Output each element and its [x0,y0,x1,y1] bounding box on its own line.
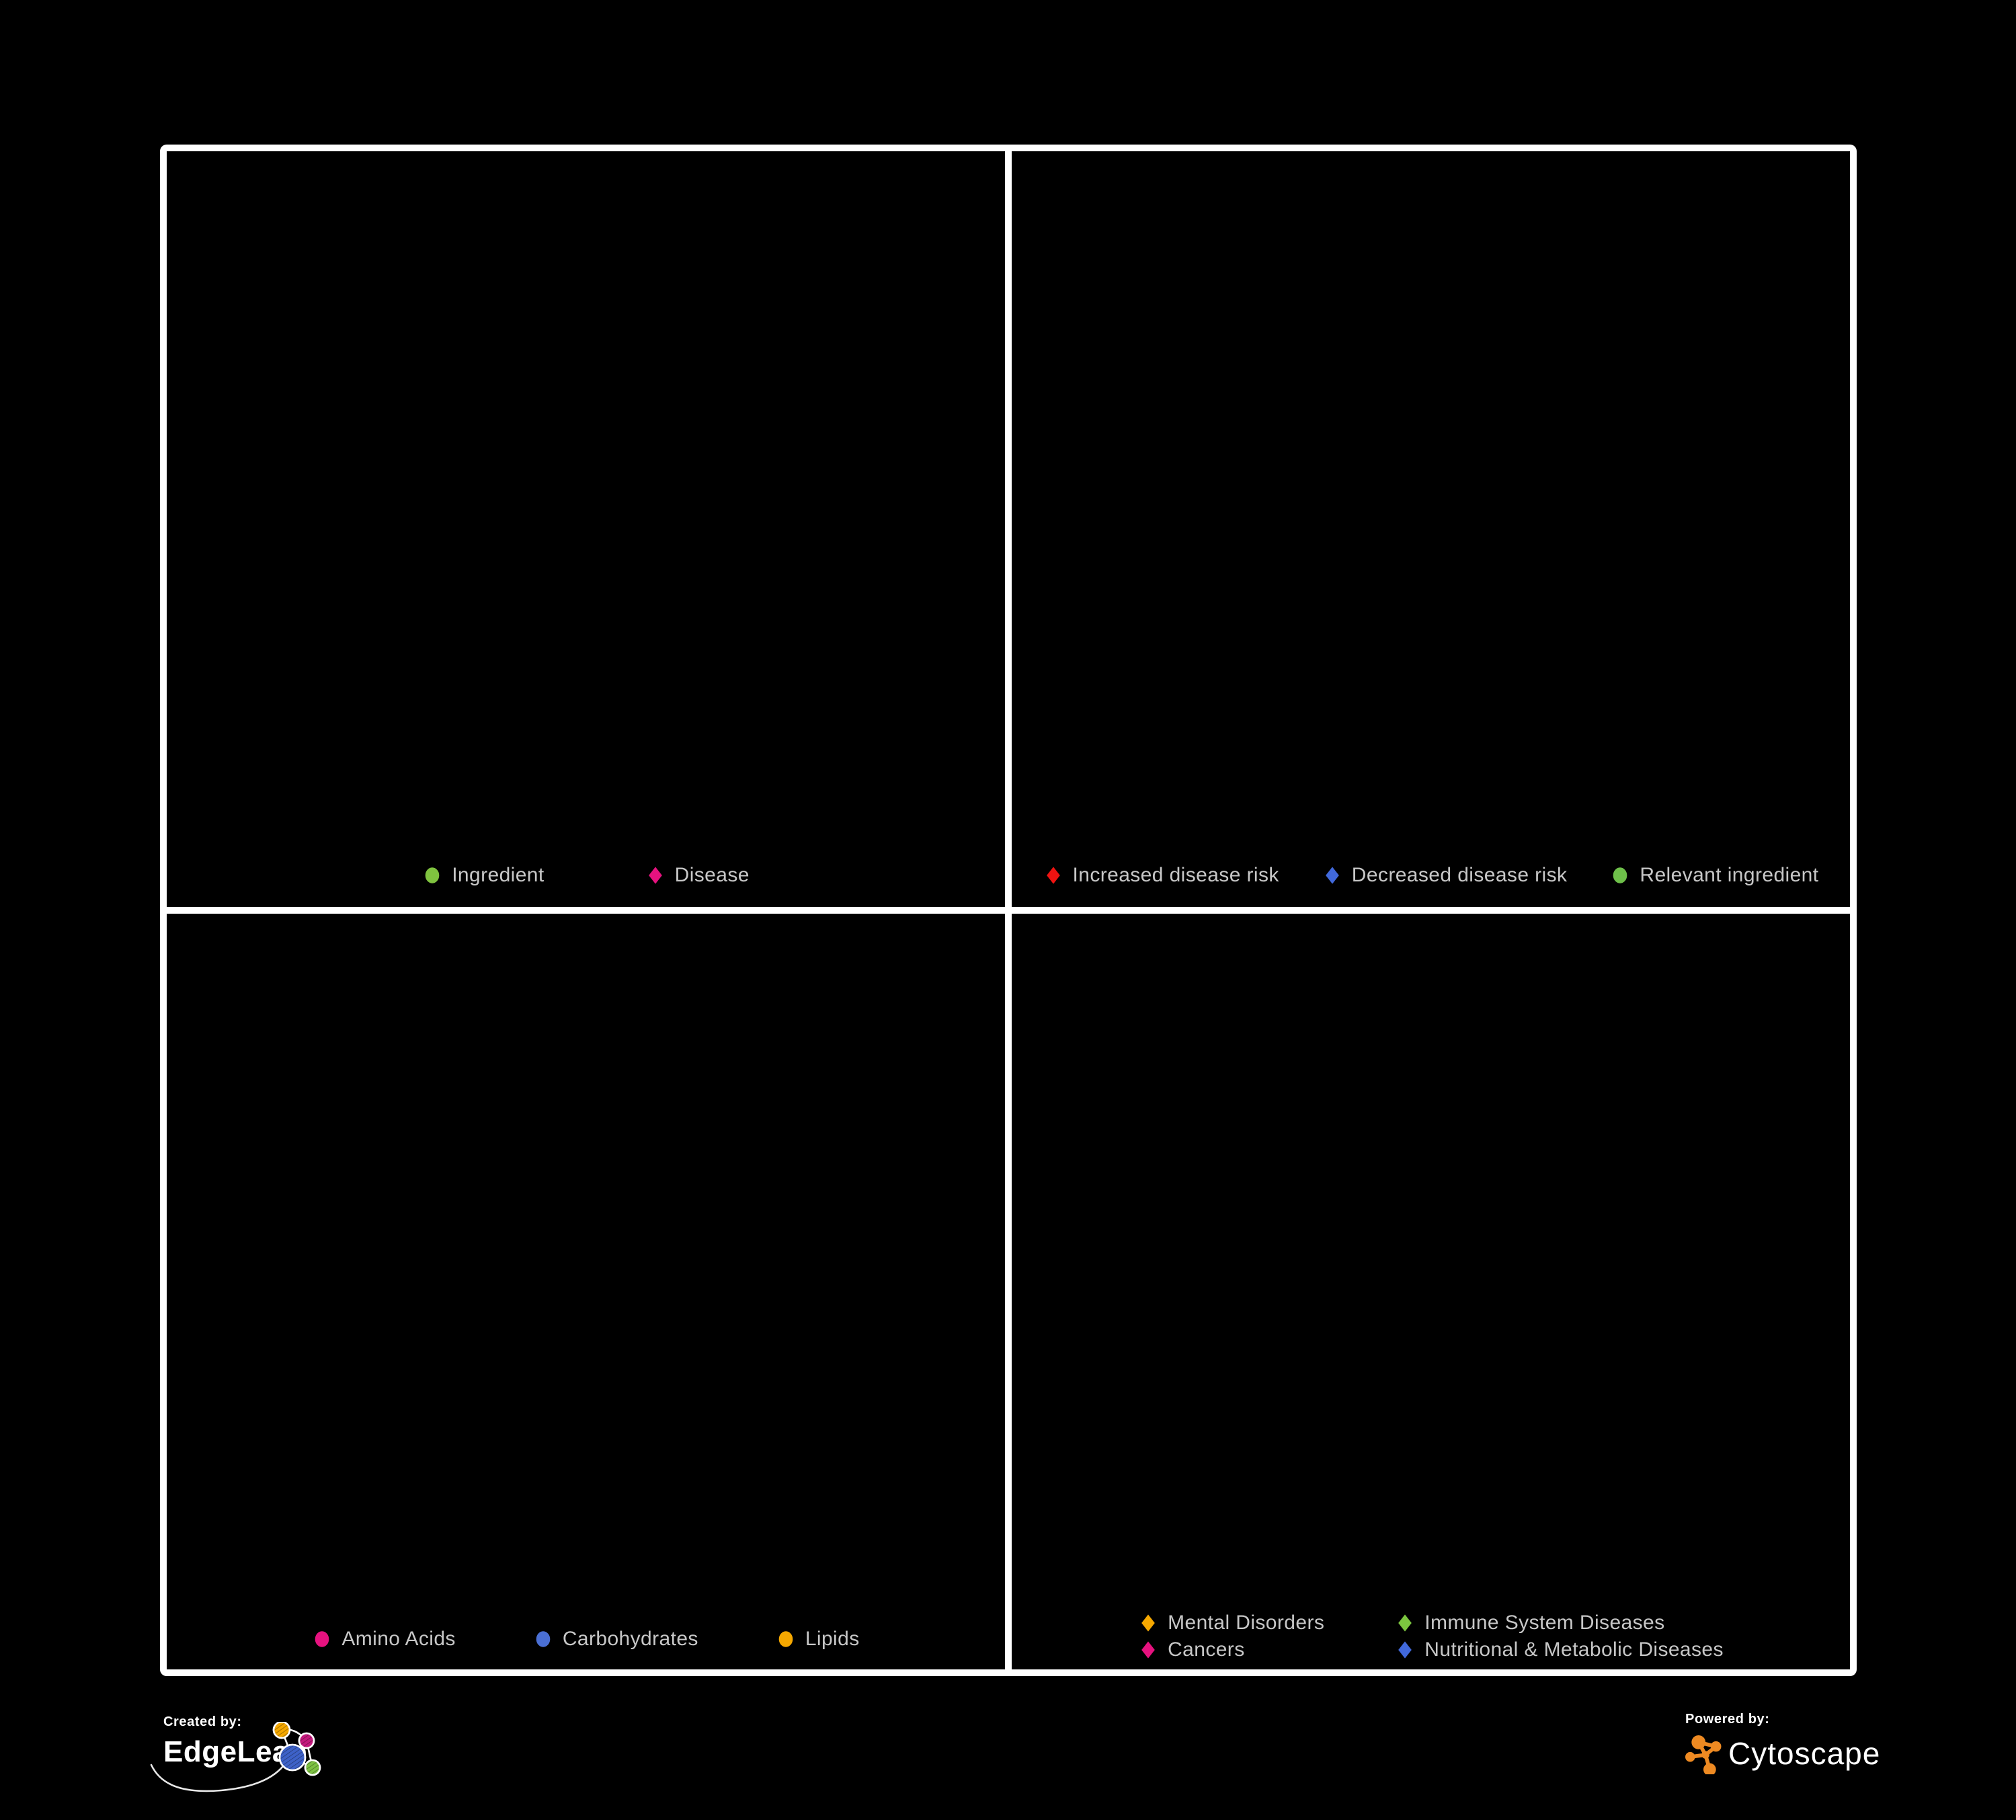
legend-item-increased-disease-risk: Increased disease risk [1043,864,1279,887]
diamond-icon [648,867,662,884]
cytoscape-credit: Powered by: Cytoscape [1685,1712,1880,1774]
legend-label: Lipids [805,1628,860,1650]
legend-item-decreased-disease-risk: Decreased disease risk [1322,864,1568,887]
legend-disease-risk: Increased disease risk Decreased disease … [1012,864,1850,887]
cytoscape-logo: Cytoscape [1685,1733,1880,1774]
legend-ingredient-disease: Ingredient Disease [167,864,1005,887]
diamond-icon [1046,867,1060,884]
circle-icon [536,1631,551,1647]
circle-icon [315,1631,329,1647]
diamond-icon [1325,867,1339,884]
panel-disease-categories: Mental Disorders Immune System Diseases Ca… [1012,914,1850,1669]
legend-item-nutritional-metabolic-diseases: Nutritional & Metabolic Diseases [1395,1638,1724,1661]
edgeleap-swoosh [150,1764,284,1792]
panel-ingredient-disease: Ingredient Disease [167,151,1005,907]
cytoscape-logo-icon [1685,1735,1722,1774]
legend-label: Amino Acids [341,1628,456,1650]
network-disease-categories [1012,914,1850,1669]
panels-grid: Ingredient Disease Increased disease risk… [160,145,1857,1676]
network-ingredient-disease [167,151,1005,907]
diamond-icon [1398,1641,1412,1659]
circle-icon [425,867,440,883]
network-disease-risk [1012,151,1850,907]
panel-nutrient-classes: Amino Acids Carbohydrates Lipids [167,914,1005,1669]
legend-item-mental-disorders: Mental Disorders [1138,1612,1324,1634]
legend-label: Relevant ingredient [1640,864,1819,886]
legend-label: Immune System Diseases [1424,1612,1665,1634]
legend-label: Increased disease risk [1072,864,1279,886]
edgeleap-credit: Created by: EdgeLeap [150,1714,385,1792]
network-nutrient-classes [167,914,1005,1669]
legend-item-immune-system-diseases: Immune System Diseases [1395,1612,1724,1634]
legend-label: Carbohydrates [562,1628,698,1650]
legend-label: Nutritional & Metabolic Diseases [1424,1638,1724,1661]
created-by-label: Created by: [163,1714,242,1729]
legend-item-lipids: Lipids [776,1628,860,1651]
legend-nutrient-classes: Amino Acids Carbohydrates Lipids [167,1628,1005,1651]
legend-label: Ingredient [452,864,545,886]
diamond-icon [1398,1614,1412,1632]
legend-label: Mental Disorders [1168,1612,1325,1634]
legend-item-ingredient: Ingredient [422,864,544,887]
legend-item-disease: Disease [645,864,750,887]
legend-item-cancers: Cancers [1138,1638,1324,1661]
legend-item-amino-acids: Amino Acids [312,1628,455,1651]
legend-disease-categories: Mental Disorders Immune System Diseases Ca… [1012,1612,1850,1661]
circle-icon [778,1631,793,1647]
cytoscape-logo-text: Cytoscape [1728,1736,1881,1771]
legend-item-relevant-ingredient: Relevant ingredient [1610,864,1818,887]
legend-label: Decreased disease risk [1351,864,1568,886]
diamond-icon [1141,1614,1155,1632]
edgeleap-logo: EdgeLeap [150,1722,385,1792]
panel-disease-risk: Increased disease risk Decreased disease … [1012,151,1850,907]
circle-icon [1613,867,1627,883]
legend-label: Cancers [1168,1638,1245,1661]
powered-by-label: Powered by: [1685,1712,1770,1727]
edgeleap-logo-icon [272,1722,321,1776]
legend-item-carbohydrates: Carbohydrates [533,1628,698,1651]
diamond-icon [1141,1641,1155,1659]
legend-label: Disease [674,864,750,886]
